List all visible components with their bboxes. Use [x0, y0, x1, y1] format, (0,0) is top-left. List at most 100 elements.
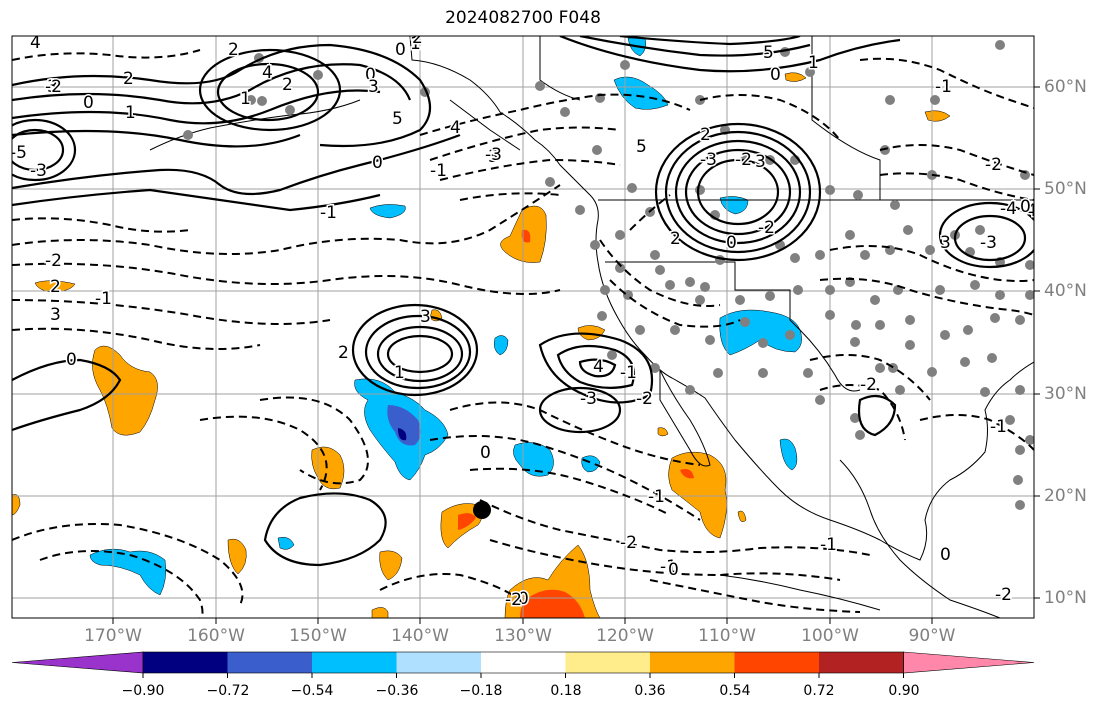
station-dot	[685, 277, 695, 287]
station-dot	[963, 325, 973, 335]
station-dot	[592, 145, 602, 155]
colorbar-min-extension	[11, 651, 144, 674]
station-dot	[758, 368, 768, 378]
station-dot	[695, 185, 705, 195]
station-dot	[935, 285, 945, 295]
contour-label: 2	[123, 69, 134, 89]
contour-label: 3	[50, 305, 61, 325]
colorbar-segment	[565, 652, 650, 673]
station-dot	[670, 325, 680, 335]
fill-orange-region	[737, 510, 747, 522]
station-dot	[607, 350, 617, 360]
station-dot	[940, 330, 950, 340]
colorbar-outline	[142, 651, 904, 674]
lat-label: 30°N	[1044, 384, 1087, 404]
contour-label: -2	[758, 218, 775, 238]
lon-label: 130°W	[494, 626, 552, 646]
contour-label: 5	[763, 43, 774, 63]
contour-label: 2	[670, 229, 681, 249]
fill-orange-region	[227, 538, 247, 575]
station-dot	[905, 315, 915, 325]
contour-label: 0	[365, 65, 376, 85]
contour-label: 0	[770, 65, 781, 85]
station-dot	[980, 387, 990, 397]
station-dot	[803, 368, 813, 378]
contour-label: 4	[593, 357, 604, 377]
station-dot	[875, 363, 885, 373]
fill-orangered-region	[458, 513, 476, 530]
contour-label: 0	[668, 560, 679, 580]
fill-orange-region	[12, 494, 21, 516]
station-dot	[785, 330, 795, 340]
contour-label: -3	[980, 233, 997, 253]
station-dot	[575, 205, 585, 215]
station-dot	[850, 337, 860, 347]
contour-label: 0	[66, 350, 77, 370]
contour-label: 0	[726, 233, 737, 253]
station-dot	[970, 280, 980, 290]
contour-label: 0	[395, 40, 406, 60]
contour-label: -1	[820, 535, 837, 555]
contour-label: 2	[282, 75, 293, 95]
contour-label: 4	[262, 63, 273, 83]
contour-label: -1	[430, 161, 447, 181]
station-dot	[615, 230, 625, 240]
lat-label: 10°N	[1044, 588, 1087, 608]
station-dot	[740, 317, 750, 327]
contour-label: 0	[480, 443, 491, 463]
contour-label: -1	[648, 487, 665, 507]
station-dot	[1005, 415, 1015, 425]
station-dot	[1013, 475, 1023, 485]
contour-label: -2	[620, 533, 637, 553]
fill-orangered-region	[520, 589, 585, 618]
station-dot	[850, 413, 860, 423]
lat-label: 40°N	[1044, 281, 1087, 301]
colorbar-tick-label: −0.72	[206, 683, 250, 699]
fill-orangered-region	[521, 229, 531, 243]
station-dot	[1015, 445, 1025, 455]
lon-label: 170°W	[84, 626, 142, 646]
station-dot	[735, 295, 745, 305]
station-dot	[758, 338, 768, 348]
contour-label: -1	[620, 363, 637, 383]
contour-label: -2	[995, 585, 1012, 605]
contour-label: 4	[450, 118, 461, 138]
colorbar-tick-label: 0.90	[888, 683, 920, 699]
station-dot	[765, 291, 775, 301]
station-dot	[851, 320, 861, 330]
station-dot	[855, 430, 865, 440]
fill-deepskyblue-region	[493, 335, 509, 356]
station-dot	[695, 295, 705, 305]
lon-label: 150°W	[289, 626, 347, 646]
contour-label: 5	[636, 137, 647, 157]
station-dot	[535, 81, 545, 91]
lat-label: 20°N	[1044, 486, 1087, 506]
contour-label: 1	[125, 103, 136, 123]
contour-label: 3	[940, 233, 951, 253]
station-dot	[655, 265, 665, 275]
fill-orange-region	[784, 72, 807, 82]
colorbar-segment	[396, 652, 481, 673]
station-dot	[590, 240, 600, 250]
station-dot	[1025, 290, 1034, 300]
colorbar-segment	[734, 652, 819, 673]
station-dot	[793, 285, 803, 295]
station-dot	[700, 282, 710, 292]
station-dot	[895, 385, 905, 395]
contour-label: -1	[320, 203, 337, 223]
lon-label: 90°W	[908, 626, 956, 646]
colorbar-segment	[227, 652, 312, 673]
lat-tick-layer	[112, 86, 1040, 624]
station-dot	[930, 95, 940, 105]
fill-deepskyblue-region	[369, 204, 406, 219]
contour-label: -1	[660, 557, 677, 577]
station-dot	[183, 130, 193, 140]
lat-label: 50°N	[1044, 179, 1087, 199]
colorbar-tick-label: −0.90	[121, 683, 165, 699]
contour-label: -1	[990, 417, 1007, 437]
colorbar-max-extension	[903, 651, 1035, 674]
colorbar-tick-label: −0.36	[375, 683, 419, 699]
station-dot	[1015, 315, 1025, 325]
station-dot	[600, 285, 610, 295]
lon-label: 160°W	[187, 626, 245, 646]
